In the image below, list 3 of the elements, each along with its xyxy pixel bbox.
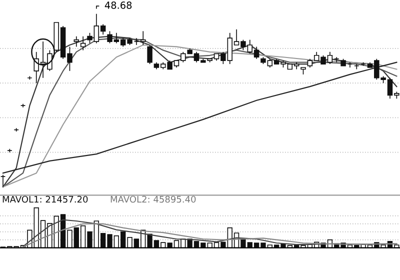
text: MAVOL1: 21457.20	[2, 196, 88, 203]
text: MAVOL2: 45895.40	[110, 196, 196, 203]
text: 48.68	[104, 2, 132, 9]
